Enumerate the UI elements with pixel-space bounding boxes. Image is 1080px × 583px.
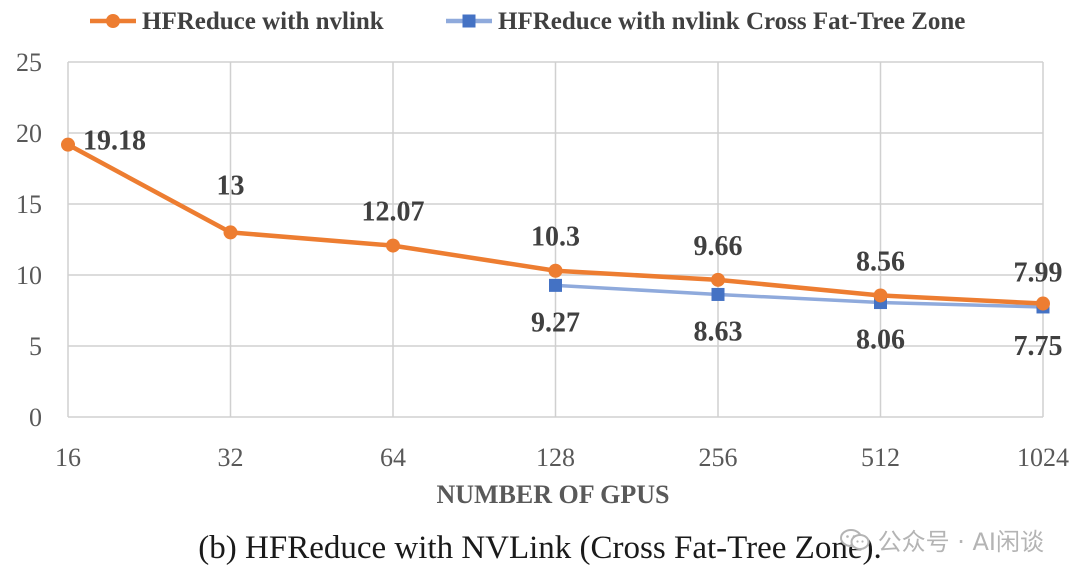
data-point-series-2 bbox=[711, 287, 725, 301]
data-point-series-1 bbox=[61, 137, 75, 152]
x-tick-label: 16 bbox=[55, 443, 81, 472]
watermark-text: 公众号 · AI闲谈 bbox=[877, 528, 1044, 556]
data-label: 8.56 bbox=[856, 246, 905, 277]
data-label: 9.27 bbox=[531, 307, 580, 338]
data-label: 10.3 bbox=[531, 222, 580, 253]
wechat-icon bbox=[839, 528, 870, 551]
data-point-series-1 bbox=[386, 238, 400, 253]
data-point-series-1 bbox=[223, 225, 238, 240]
data-point-series-1 bbox=[711, 272, 725, 287]
data-label: 9.66 bbox=[694, 231, 743, 262]
x-tick-label: 256 bbox=[699, 443, 738, 472]
series-line-2 bbox=[555, 283, 1044, 309]
legend-marker-1 bbox=[106, 14, 120, 28]
x-axis-ticks: 16 32 64 128 256 512 1024 bbox=[55, 443, 1069, 472]
y-tick-label: 0 bbox=[29, 403, 42, 432]
x-tick-label: 128 bbox=[536, 443, 575, 472]
x-tick-label: 64 bbox=[380, 443, 406, 472]
grid bbox=[67, 61, 1044, 418]
legend-entry-1: HFReduce with nvlink bbox=[142, 8, 384, 35]
y-tick-label: 15 bbox=[16, 190, 42, 219]
y-tick-label: 25 bbox=[16, 48, 42, 77]
series-markers bbox=[61, 137, 1050, 314]
legend: HFReduce with nvlink HFReduce with nvlink… bbox=[90, 8, 965, 35]
data-labels: 19.18 13 12.07 10.3 9.66 8.56 7.99 9.27 8.63 8.06… bbox=[83, 126, 1063, 362]
data-point-series-1 bbox=[1036, 296, 1050, 311]
y-axis-ticks: 0 5 10 15 20 25 bbox=[16, 48, 42, 432]
data-label: 8.06 bbox=[856, 325, 905, 356]
legend-marker-2 bbox=[462, 14, 476, 28]
x-tick-label: 512 bbox=[861, 443, 900, 472]
line-chart: 16 32 64 128 256 512 1024 0 5 10 15 20 25 19.18 13 12… bbox=[16, 8, 1069, 509]
data-label: 13 bbox=[217, 170, 245, 201]
data-point-series-2 bbox=[549, 278, 562, 292]
data-label: 7.99 bbox=[1014, 258, 1063, 289]
data-label: 8.63 bbox=[694, 316, 743, 347]
y-tick-label: 20 bbox=[16, 119, 42, 148]
data-point-series-1 bbox=[873, 288, 888, 303]
data-label: 19.18 bbox=[83, 126, 146, 157]
x-tick-label: 32 bbox=[218, 443, 244, 472]
figure-caption: (b) HFReduce with NVLink (Cross Fat-Tree… bbox=[198, 530, 882, 566]
x-axis-title: NUMBER OF GPUS bbox=[436, 480, 669, 509]
data-label: 12.07 bbox=[362, 197, 425, 228]
legend-entry-2: HFReduce with nvlink Cross Fat-Tree Zone bbox=[498, 8, 965, 35]
data-label: 7.75 bbox=[1014, 331, 1063, 362]
watermark: 公众号 · AI闲谈 bbox=[839, 522, 1044, 557]
x-tick-label: 1024 bbox=[1017, 443, 1069, 472]
data-point-series-1 bbox=[548, 263, 563, 278]
y-tick-label: 10 bbox=[16, 261, 42, 290]
y-tick-label: 5 bbox=[29, 332, 42, 361]
